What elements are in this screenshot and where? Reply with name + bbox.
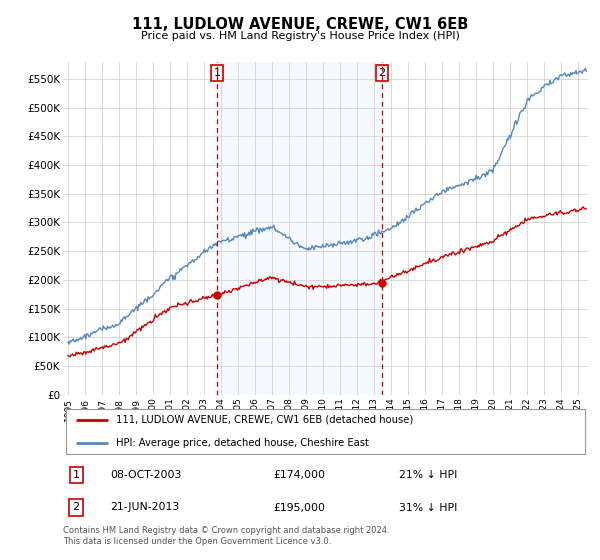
Bar: [217, 62, 382, 395]
Text: HPI: Average price, detached house, Cheshire East: HPI: Average price, detached house, Ches…: [115, 438, 368, 448]
Text: 2: 2: [73, 502, 80, 512]
Text: Contains HM Land Registry data © Crown copyright and database right 2024.
This d: Contains HM Land Registry data © Crown c…: [63, 526, 389, 546]
Text: 1: 1: [73, 470, 80, 480]
Text: 31% ↓ HPI: 31% ↓ HPI: [399, 502, 457, 512]
FancyBboxPatch shape: [65, 409, 586, 454]
Text: £195,000: £195,000: [273, 502, 325, 512]
Text: 2: 2: [379, 68, 385, 78]
Text: 111, LUDLOW AVENUE, CREWE, CW1 6EB: 111, LUDLOW AVENUE, CREWE, CW1 6EB: [132, 17, 468, 32]
Text: 1: 1: [214, 68, 221, 78]
Text: £174,000: £174,000: [273, 470, 325, 480]
Text: 08-OCT-2003: 08-OCT-2003: [110, 470, 182, 480]
Text: 111, LUDLOW AVENUE, CREWE, CW1 6EB (detached house): 111, LUDLOW AVENUE, CREWE, CW1 6EB (deta…: [115, 414, 413, 424]
Text: Price paid vs. HM Land Registry's House Price Index (HPI): Price paid vs. HM Land Registry's House …: [140, 31, 460, 41]
Text: 21% ↓ HPI: 21% ↓ HPI: [399, 470, 457, 480]
Text: 21-JUN-2013: 21-JUN-2013: [110, 502, 179, 512]
